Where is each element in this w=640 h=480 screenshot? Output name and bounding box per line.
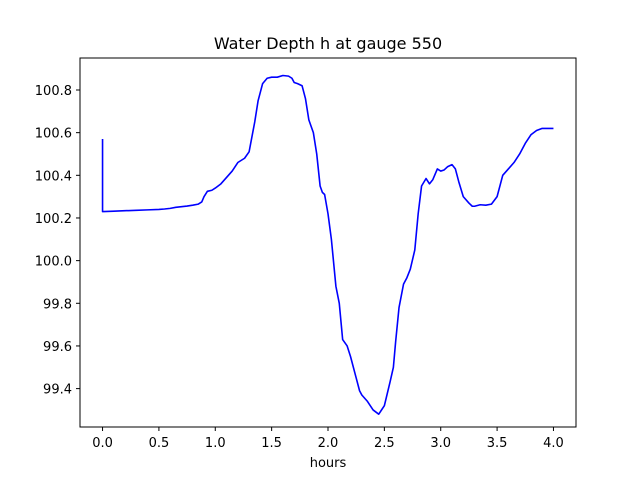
chart-title: Water Depth h at gauge 550 bbox=[214, 34, 442, 53]
x-tick-label: 0.5 bbox=[149, 436, 170, 451]
x-tick-label: 3.0 bbox=[430, 436, 451, 451]
y-tick-label: 100.6 bbox=[35, 127, 72, 142]
x-axis-label: hours bbox=[310, 456, 347, 471]
x-tick-label: 2.0 bbox=[318, 436, 339, 451]
plot-frame bbox=[79, 57, 577, 428]
x-tick-label: 1.5 bbox=[261, 436, 282, 451]
y-tick-label: 99.8 bbox=[43, 297, 72, 312]
x-tick-label: 3.5 bbox=[487, 436, 508, 451]
y-tick-label: 99.4 bbox=[43, 383, 72, 398]
y-tick-label: 100.8 bbox=[35, 84, 72, 99]
y-tick-label: 100.0 bbox=[35, 255, 72, 270]
water-depth-series-line bbox=[101, 74, 554, 415]
y-tick-label: 99.6 bbox=[43, 340, 72, 355]
x-tick-label: 2.5 bbox=[374, 436, 395, 451]
x-tick-label: 0.0 bbox=[92, 436, 113, 451]
y-axis: 99.4 99.6 99.8 100.0 100.2 100.4 100.6 100.8 bbox=[35, 84, 80, 398]
y-tick-label: 100.4 bbox=[35, 169, 72, 184]
x-tick-label: 1.0 bbox=[205, 436, 226, 451]
x-tick-label: 4.0 bbox=[543, 436, 564, 451]
x-axis: 0.0 0.5 1.0 1.5 2.0 2.5 3.0 3.5 4.0 bbox=[92, 427, 564, 451]
y-tick-label: 100.2 bbox=[35, 212, 72, 227]
